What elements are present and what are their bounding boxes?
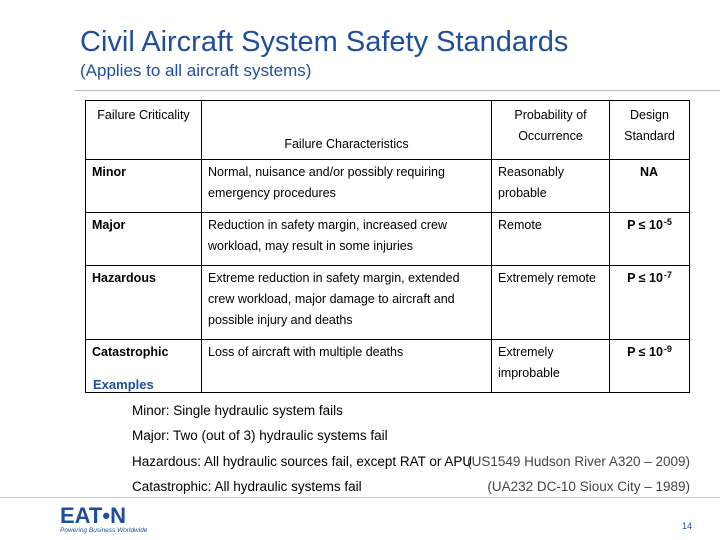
example-item-hazardous: Hazardous: All hydraulic sources fail, e… <box>132 452 690 472</box>
slide-title: Civil Aircraft System Safety Standards <box>80 26 569 58</box>
table-header-row: Failure Criticality Failure Characterist… <box>85 100 690 160</box>
standard-exponent: -5 <box>663 217 672 227</box>
characteristics-cell: Extreme reduction in safety margin, exte… <box>201 265 492 340</box>
example-item-catastrophic: Catastrophic: All hydraulic systems fail… <box>132 477 690 497</box>
standard-exponent: -9 <box>663 344 672 354</box>
example-reference: (US1549 Hudson River A320 – 2009) <box>467 454 690 469</box>
page-number: 14 <box>681 521 692 531</box>
probability-cell: Extremely remote <box>491 265 610 340</box>
logo-tagline: Powering Business Worldwide <box>60 527 148 534</box>
characteristics-cell: Normal, nuisance and/or possibly requiri… <box>201 159 492 213</box>
standard-value: P ≤ 10 <box>627 345 663 359</box>
example-item-minor: Minor: Single hydraulic system fails <box>132 401 690 421</box>
standard-exponent: -7 <box>663 270 672 280</box>
standard-value: NA <box>639 165 659 179</box>
standard-value: P ≤ 10 <box>627 271 663 285</box>
slide-subtitle: (Applies to all aircraft systems) <box>80 61 312 80</box>
example-reference: (UA232 DC-10 Sioux City – 1989) <box>487 479 690 494</box>
logo-wordmark: EAT•N <box>60 503 126 528</box>
table-row-catastrophic: Catastrophic Loss of aircraft with multi… <box>85 339 690 393</box>
example-text: Hazardous: All hydraulic sources fail, e… <box>132 454 473 469</box>
probability-cell: Remote <box>491 212 610 266</box>
table-row-hazardous: Hazardous Extreme reduction in safety ma… <box>85 265 690 340</box>
table-row-minor: Minor Normal, nuisance and/or possibly r… <box>85 159 690 213</box>
header-probability: Probability of Occurrence <box>491 100 610 160</box>
examples-heading: Examples <box>93 377 154 392</box>
probability-cell: Reasonably probable <box>491 159 610 213</box>
example-text: Major: Two (out of 3) hydraulic systems … <box>132 428 388 443</box>
eaton-logo: EAT•N Powering Business Worldwide <box>60 505 180 537</box>
standard-value: P ≤ 10 <box>627 218 663 232</box>
safety-standards-table: Failure Criticality Failure Characterist… <box>85 100 690 393</box>
criticality-cell: Hazardous <box>85 265 202 340</box>
criticality-cell: Catastrophic <box>85 339 202 393</box>
probability-cell: Extremely improbable <box>491 339 610 393</box>
example-item-major: Major: Two (out of 3) hydraulic systems … <box>132 426 690 446</box>
header-characteristics: Failure Characteristics <box>201 100 492 160</box>
criticality-cell: Minor <box>85 159 202 213</box>
characteristics-cell: Loss of aircraft with multiple deaths <box>201 339 492 393</box>
header-standard: Design Standard <box>609 100 690 160</box>
footer-divider <box>0 497 720 498</box>
table-row-major: Major Reduction in safety margin, increa… <box>85 212 690 266</box>
characteristics-cell: Reduction in safety margin, increased cr… <box>201 212 492 266</box>
example-text: Minor: Single hydraulic system fails <box>132 403 343 418</box>
header-criticality: Failure Criticality <box>85 100 202 160</box>
criticality-cell: Major <box>85 212 202 266</box>
standard-cell: P ≤ 10-7 <box>609 265 690 340</box>
example-text: Catastrophic: All hydraulic systems fail <box>132 479 362 494</box>
standard-cell: P ≤ 10-5 <box>609 212 690 266</box>
title-divider <box>75 90 720 91</box>
standard-cell: NA <box>609 159 690 213</box>
standard-cell: P ≤ 10-9 <box>609 339 690 393</box>
